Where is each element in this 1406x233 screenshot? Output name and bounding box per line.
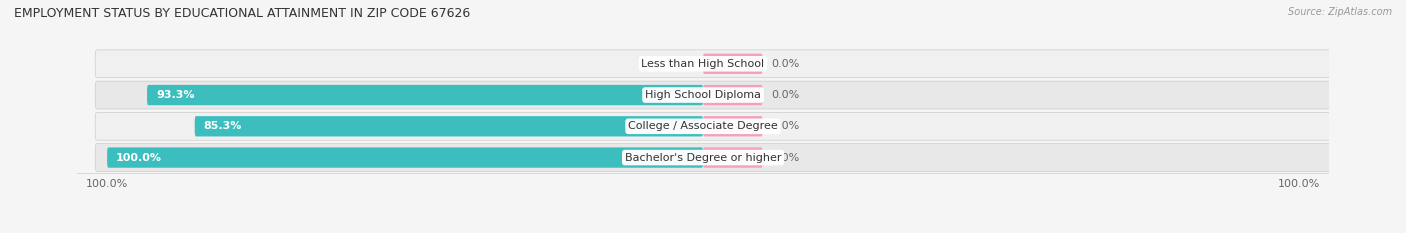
FancyBboxPatch shape xyxy=(107,147,703,168)
FancyBboxPatch shape xyxy=(96,112,1334,140)
FancyBboxPatch shape xyxy=(703,85,762,105)
FancyBboxPatch shape xyxy=(703,147,762,168)
Text: College / Associate Degree: College / Associate Degree xyxy=(628,121,778,131)
FancyBboxPatch shape xyxy=(96,50,1334,78)
FancyBboxPatch shape xyxy=(148,85,703,105)
Text: Less than High School: Less than High School xyxy=(641,59,765,69)
Text: 0.0%: 0.0% xyxy=(772,90,800,100)
Text: Source: ZipAtlas.com: Source: ZipAtlas.com xyxy=(1288,7,1392,17)
FancyBboxPatch shape xyxy=(703,116,762,137)
Text: 0.0%: 0.0% xyxy=(666,59,695,69)
FancyBboxPatch shape xyxy=(96,144,1334,171)
Text: 93.3%: 93.3% xyxy=(156,90,194,100)
Text: Bachelor's Degree or higher: Bachelor's Degree or higher xyxy=(624,153,782,163)
Text: EMPLOYMENT STATUS BY EDUCATIONAL ATTAINMENT IN ZIP CODE 67626: EMPLOYMENT STATUS BY EDUCATIONAL ATTAINM… xyxy=(14,7,471,20)
Text: 85.3%: 85.3% xyxy=(204,121,242,131)
Text: 0.0%: 0.0% xyxy=(772,59,800,69)
FancyBboxPatch shape xyxy=(194,116,703,137)
Text: High School Diploma: High School Diploma xyxy=(645,90,761,100)
Text: 100.0%: 100.0% xyxy=(117,153,162,163)
Text: 0.0%: 0.0% xyxy=(772,121,800,131)
Text: 0.0%: 0.0% xyxy=(772,153,800,163)
FancyBboxPatch shape xyxy=(96,81,1334,109)
FancyBboxPatch shape xyxy=(703,54,762,74)
